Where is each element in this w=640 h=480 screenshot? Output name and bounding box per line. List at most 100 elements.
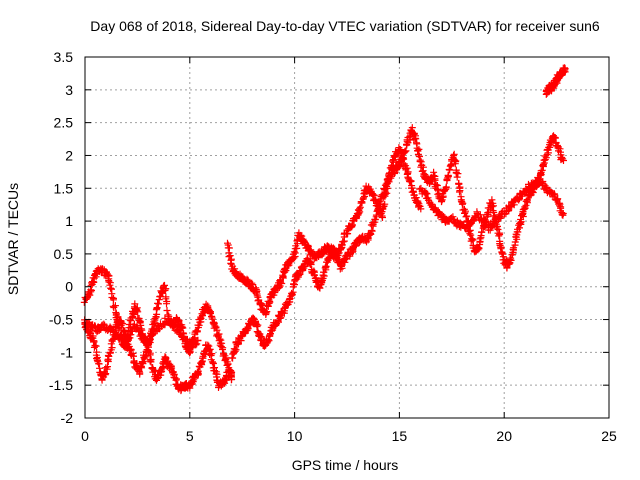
data-point xyxy=(462,213,470,221)
data-point xyxy=(104,356,112,364)
data-point xyxy=(126,334,134,342)
data-point xyxy=(447,161,455,169)
data-point xyxy=(105,352,113,360)
data-point xyxy=(146,349,154,357)
data-point xyxy=(275,284,283,291)
data-point xyxy=(280,265,288,273)
data-point xyxy=(454,170,462,178)
data-point xyxy=(266,332,274,340)
data-point xyxy=(394,162,402,170)
x-axis-label: GPS time / hours xyxy=(292,457,399,473)
data-point xyxy=(488,196,496,204)
data-point xyxy=(105,278,113,286)
data-point xyxy=(455,180,463,188)
data-point xyxy=(174,326,182,334)
data-point xyxy=(444,171,452,179)
y-tick-label: 3.5 xyxy=(54,49,74,65)
data-point xyxy=(554,195,562,203)
y-tick-label: 1 xyxy=(65,213,73,229)
data-point xyxy=(108,344,116,352)
data-point xyxy=(215,330,223,338)
data-point xyxy=(477,234,485,242)
data-point xyxy=(193,340,201,348)
y-tick-label: 0.5 xyxy=(54,246,74,262)
data-point xyxy=(262,309,270,317)
data-point xyxy=(106,349,114,357)
data-point xyxy=(194,367,202,375)
data-point xyxy=(478,228,486,236)
series-track-f xyxy=(395,124,567,272)
data-point xyxy=(101,371,109,379)
data-point xyxy=(442,183,450,191)
chart-title: Day 068 of 2018, Sidereal Day-to-day VTE… xyxy=(90,18,600,34)
y-tick-label: 0 xyxy=(65,279,73,295)
y-tick-label: -0.5 xyxy=(49,312,73,328)
data-point xyxy=(186,349,193,357)
data-point xyxy=(199,354,207,362)
data-point xyxy=(521,203,529,211)
y-tick-label: -2 xyxy=(61,410,74,426)
data-point xyxy=(461,209,469,217)
data-point xyxy=(202,300,210,308)
data-point xyxy=(205,307,213,314)
data-point xyxy=(543,183,551,191)
data-point xyxy=(290,254,298,262)
y-tick-labels: -2 -1.5 -1 -0.5 0 0.5 1 1.5 2 2.5 3 3.5 xyxy=(49,49,73,426)
data-point xyxy=(232,346,240,354)
data-point xyxy=(217,343,225,350)
data-point xyxy=(476,211,484,219)
data-point xyxy=(523,197,531,205)
data-point xyxy=(551,134,559,141)
data-point xyxy=(453,173,461,181)
data-point xyxy=(252,320,260,328)
data-point xyxy=(496,231,504,238)
data-point xyxy=(539,160,547,168)
data-point xyxy=(163,300,170,308)
x-tick-label: 20 xyxy=(496,428,512,444)
data-point xyxy=(129,352,137,360)
plot-frame xyxy=(84,56,610,419)
data-point xyxy=(430,172,437,180)
data-point xyxy=(104,363,111,371)
data-point xyxy=(514,228,522,236)
data-point xyxy=(324,255,332,263)
data-point xyxy=(220,350,228,358)
data-point xyxy=(219,344,227,352)
data-point xyxy=(214,331,222,339)
data-point xyxy=(557,203,565,211)
data-point xyxy=(451,156,459,164)
data-point xyxy=(193,327,201,335)
data-point xyxy=(286,298,294,306)
data-point xyxy=(90,338,97,346)
data-point xyxy=(452,168,460,176)
data-marks xyxy=(80,64,569,395)
y-axis-label: SDTVAR / TECUs xyxy=(5,183,21,295)
data-point xyxy=(141,353,149,361)
data-point xyxy=(86,291,94,299)
data-point xyxy=(194,337,202,345)
data-point xyxy=(90,343,98,351)
data-point xyxy=(367,230,374,238)
data-point xyxy=(110,294,117,302)
y-tick-label: -1.5 xyxy=(49,377,73,393)
y-tick-label: 2 xyxy=(65,147,73,163)
data-point xyxy=(372,213,380,221)
data-point xyxy=(111,302,119,310)
data-point xyxy=(374,206,382,214)
data-point xyxy=(495,214,503,222)
data-point xyxy=(355,206,363,214)
data-point xyxy=(208,358,216,366)
data-point xyxy=(263,308,271,316)
data-point xyxy=(496,214,504,222)
data-point xyxy=(161,287,169,294)
y-tick-label: 3 xyxy=(65,82,73,98)
data-point xyxy=(416,156,424,164)
data-point xyxy=(446,166,454,174)
data-point xyxy=(409,188,417,196)
data-point xyxy=(476,235,484,243)
data-point xyxy=(290,280,298,288)
data-point xyxy=(278,280,286,287)
data-point xyxy=(107,284,114,292)
data-point xyxy=(147,358,155,366)
data-point xyxy=(288,289,296,297)
